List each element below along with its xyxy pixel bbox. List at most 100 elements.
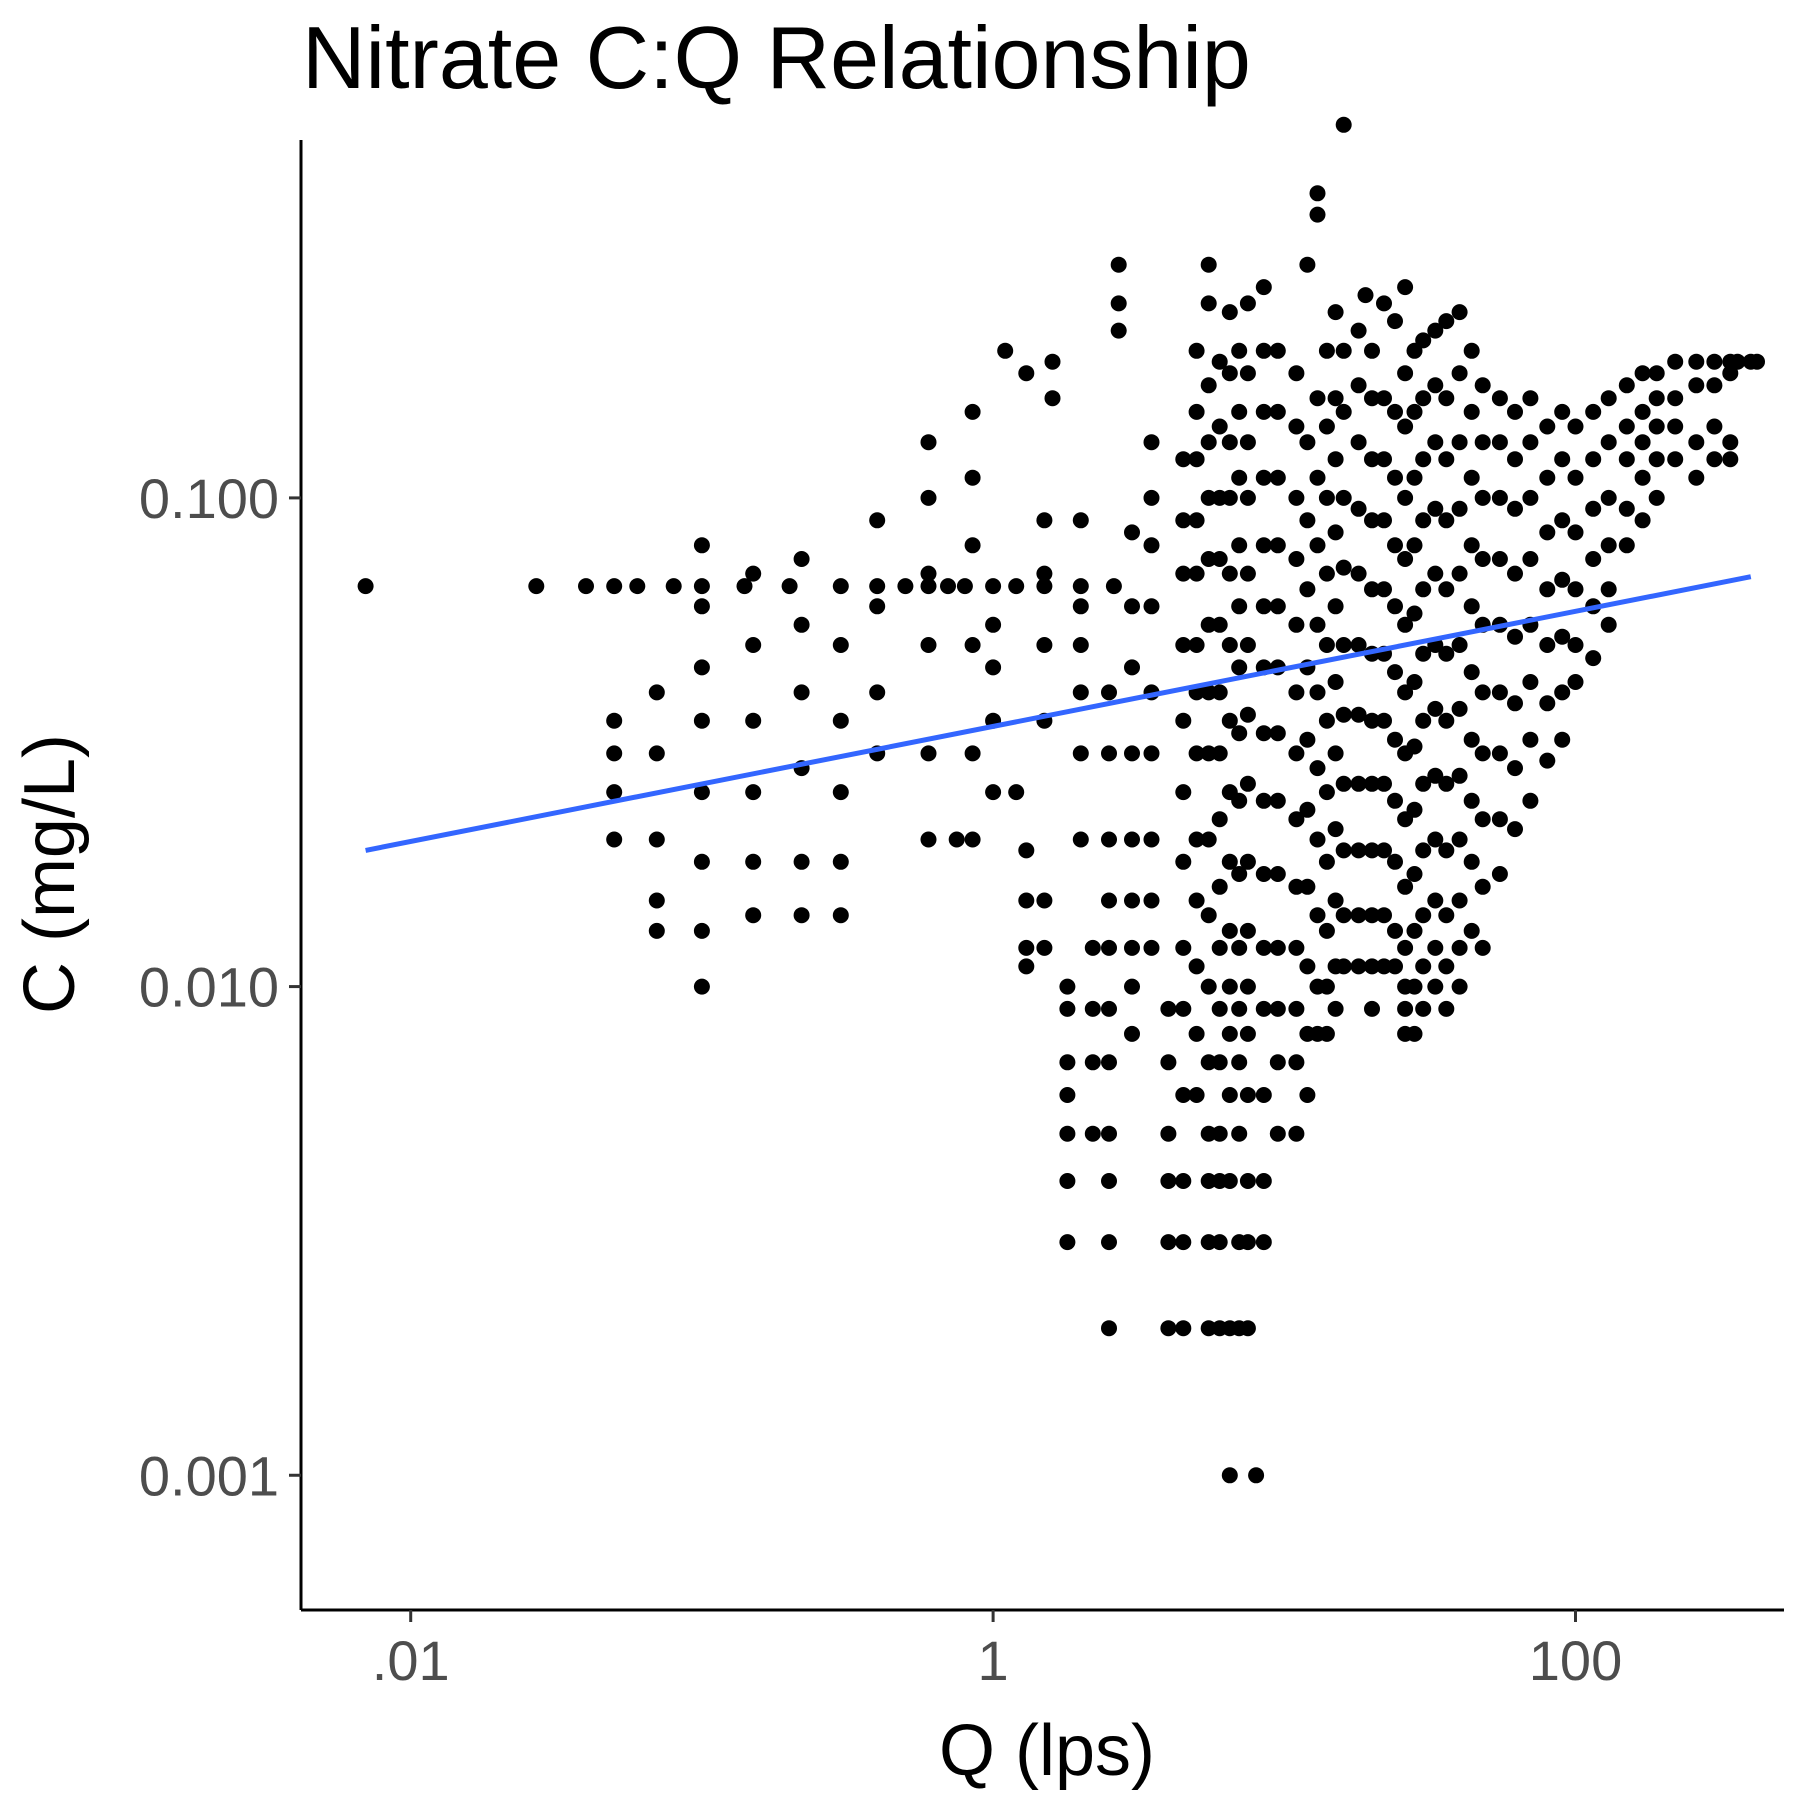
data-point [1722,451,1739,468]
data-point [940,578,956,595]
data-point [1231,1125,1248,1142]
data-point [1350,500,1367,517]
data-point [745,784,762,801]
data-point [1554,628,1571,645]
data-point [1124,892,1140,909]
data-point [1309,537,1326,554]
data-point [1211,1234,1228,1251]
data-point [1397,1000,1414,1017]
data-point [1406,674,1423,690]
data-point [528,578,545,595]
data-point [1200,434,1217,451]
data-point [1463,342,1480,359]
data-point [1036,578,1053,595]
data-point [1364,512,1380,529]
data-point [1397,365,1414,382]
data-point [1539,637,1556,653]
data-point [1200,551,1217,567]
data-point [1269,1054,1286,1071]
data-point [985,616,1002,633]
data-point [1451,978,1468,995]
data-point [1387,853,1403,870]
data-point [1406,537,1423,554]
data-point [1387,792,1403,809]
data-point [793,853,810,870]
data-point [1175,853,1192,870]
data-point [1491,745,1508,762]
trend-line [365,574,1752,853]
data-point [1072,578,1089,595]
data-point [1491,390,1508,407]
data-point [1255,792,1272,809]
data-point [1188,1087,1205,1103]
data-point [1474,878,1491,895]
data-point [1364,775,1380,792]
data-point [693,853,710,870]
data-point [1364,958,1380,975]
data-point [1327,821,1344,838]
data-point [1350,775,1367,792]
data-point [1600,581,1617,598]
data-point [1309,831,1326,848]
data-point [1044,390,1061,407]
data-point [1463,598,1480,615]
x-tick-label: 100 [1529,1629,1622,1692]
data-point [1522,551,1539,567]
data-point [869,578,886,595]
data-point [1507,403,1523,420]
data-point [1101,1054,1117,1071]
data-point [1350,377,1367,394]
data-point [1491,684,1508,701]
data-point [1415,645,1432,662]
data-point [1438,712,1455,729]
data-point [1451,939,1468,956]
data-point [1299,434,1316,451]
data-point [1474,811,1491,828]
data-point [1200,489,1217,506]
data-point [1335,775,1352,792]
data-point [736,578,753,595]
data-point [1299,731,1316,748]
data-point [1255,469,1272,486]
data-point [1706,418,1723,435]
data-point [1397,551,1414,567]
data-point [1084,939,1101,956]
data-point [1255,403,1272,420]
data-point [1600,390,1617,407]
data-point [1415,512,1432,529]
data-point [985,784,1002,801]
data-point [1364,581,1380,598]
data-point [1567,581,1584,598]
data-point [606,578,623,595]
data-point [1451,767,1468,784]
data-point [1072,637,1089,653]
data-point [1160,1054,1177,1071]
y-tick-label: 0.100 [139,467,279,530]
data-point [1200,616,1217,633]
data-point [1211,353,1228,370]
data-point [964,469,981,486]
x-tick-label: 1 [978,1629,1009,1692]
data-point [1387,403,1403,420]
data-point [1463,403,1480,420]
data-point [1231,403,1248,420]
data-point [1474,939,1491,956]
data-point [964,745,981,762]
data-point [1200,745,1217,762]
data-point [1239,706,1256,723]
data-point [1397,616,1414,633]
data-point [1200,684,1217,701]
data-point [1211,745,1228,762]
data-point [1309,185,1326,202]
data-point [920,745,937,762]
data-point [1327,674,1344,690]
data-point [1539,469,1556,486]
data-point [1188,565,1205,582]
data-point [1143,537,1160,554]
data-point [1188,342,1205,359]
data-point [1288,745,1305,762]
data-point [1200,1054,1217,1071]
data-point [1175,512,1192,529]
data-point [1175,451,1192,468]
data-point [1387,922,1403,939]
